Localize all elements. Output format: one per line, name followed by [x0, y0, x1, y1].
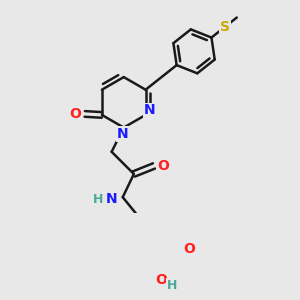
Text: O: O — [155, 273, 167, 286]
Text: O: O — [157, 159, 169, 173]
Text: N: N — [117, 127, 129, 141]
Text: H: H — [93, 193, 103, 206]
Text: O: O — [183, 242, 195, 256]
Text: N: N — [106, 192, 118, 206]
Text: N: N — [143, 103, 155, 118]
Text: O: O — [70, 107, 82, 121]
Text: S: S — [220, 20, 230, 34]
Text: H: H — [167, 279, 177, 292]
